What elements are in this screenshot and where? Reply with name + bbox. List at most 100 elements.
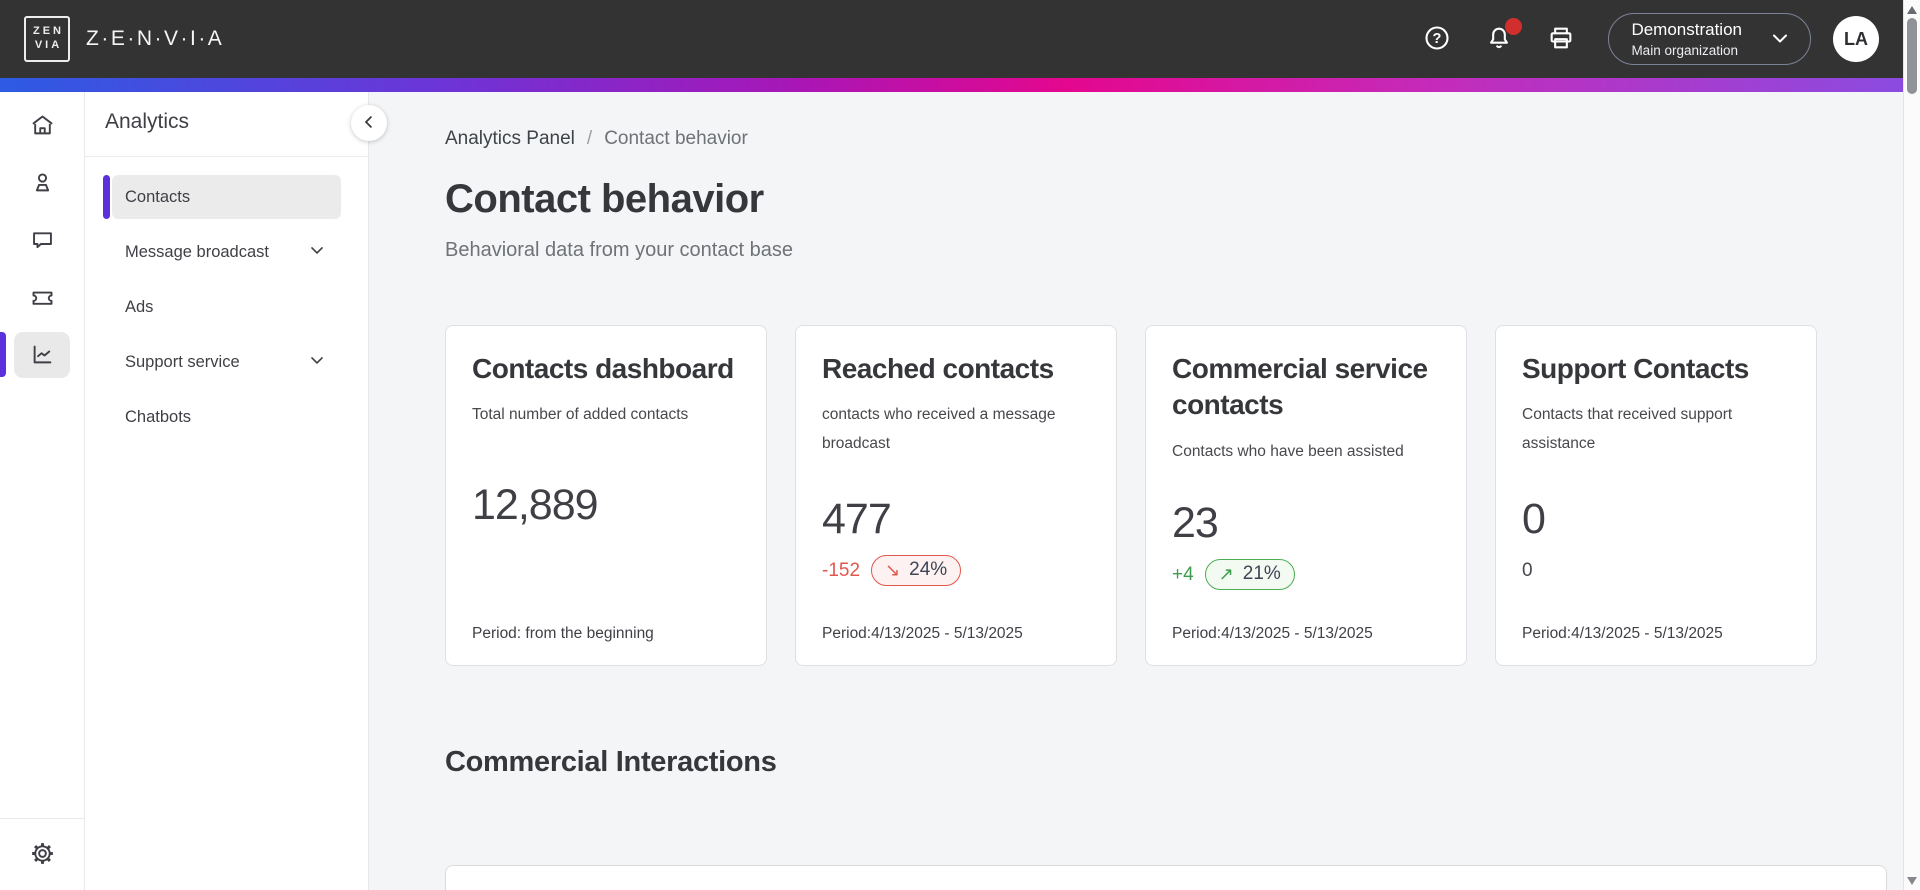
stat-card-support-contacts: Support Contacts Contacts that received … (1495, 325, 1817, 666)
zenvia-wordmark: Z·E·N·V·I·A (86, 27, 225, 50)
card-period: Period:4/13/2025 - 5/13/2025 (822, 624, 1023, 642)
sidebar-item-support-service[interactable]: Support service (112, 340, 341, 384)
rail-item-tickets[interactable] (0, 269, 84, 326)
zenvia-logo-mark: ZEN VIA (24, 16, 70, 62)
zenvia-logo[interactable]: ZEN VIA Z·E·N·V·I·A (24, 16, 224, 62)
card-period: Period: from the beginning (472, 625, 654, 642)
org-switcher[interactable]: Demonstration Main organization (1608, 13, 1811, 65)
card-delta: 0 (1522, 553, 1790, 589)
rail-footer (0, 818, 84, 890)
card-delta: -152 ↘ 24% (822, 553, 1090, 589)
card-period: Period:4/13/2025 - 5/13/2025 (1522, 624, 1723, 642)
chart-icon (14, 331, 70, 378)
card-value: 0 (1522, 494, 1546, 543)
sidebar-item-chatbots[interactable]: Chatbots (112, 395, 341, 439)
sidebar-item-ads[interactable]: Ads (112, 285, 341, 329)
card-value-group: 0 0 (1522, 495, 1790, 589)
sidebar-collapse-button[interactable] (351, 105, 387, 141)
delta-value: +4 (1172, 563, 1194, 585)
chevron-down-icon (307, 240, 327, 265)
stat-card-contacts-dashboard: Contacts dashboard Total number of added… (445, 325, 767, 666)
sidebar-item-label: Support service (125, 352, 240, 371)
notification-badge (1505, 18, 1523, 35)
scrollbar (1903, 0, 1920, 890)
sidebar-divider (85, 156, 368, 157)
card-value-group: 477 -152 ↘ 24% (822, 495, 1090, 589)
page-subtitle: Behavioral data from your contact base (445, 239, 793, 261)
print-button[interactable] (1544, 22, 1578, 56)
help-icon: ? (1423, 24, 1451, 55)
main-content: Analytics Panel / Contact behavior Conta… (369, 92, 1903, 890)
card-title: Reached contacts (822, 353, 1054, 384)
person-icon (29, 169, 56, 199)
help-button[interactable]: ? (1420, 22, 1454, 56)
org-switcher-text: Demonstration Main organization (1631, 20, 1742, 58)
sidebar-title: Analytics (105, 110, 190, 133)
card-delta: +4 ↗ 21% (1172, 557, 1440, 593)
org-name: Demonstration (1631, 20, 1742, 39)
section-title: Commercial Interactions (445, 746, 777, 778)
trend-badge: ↘ 24% (871, 555, 962, 587)
ticket-icon (29, 283, 56, 313)
trend-percent: 21% (1242, 563, 1281, 585)
sidebar-item-message-broadcast[interactable]: Message broadcast (112, 230, 341, 274)
card-value: 477 (822, 494, 892, 543)
scrollbar-down-arrow[interactable] (1907, 877, 1917, 885)
card-description: Contacts who have been assisted (1172, 442, 1404, 460)
topbar: ZEN VIA Z·E·N·V·I·A ? (0, 0, 1903, 78)
chevron-down-icon (1768, 26, 1792, 53)
trend-down-arrow-icon: ↘ (885, 560, 901, 581)
breadcrumb-current: Contact behavior (604, 128, 748, 149)
scrollbar-up-arrow[interactable] (1907, 6, 1917, 14)
card-value: 12,889 (472, 480, 599, 529)
trend-percent: 24% (909, 559, 948, 581)
page-title: Contact behavior (445, 177, 764, 221)
sidebar-item-label: Contacts (125, 187, 191, 206)
card-value: 23 (1172, 498, 1219, 547)
sidebar: Analytics Contacts Message broadcast Ads… (85, 92, 369, 890)
gear-icon (29, 840, 56, 870)
topbar-actions: ? Demonstrat (1392, 13, 1879, 65)
rail-item-settings[interactable] (29, 840, 56, 870)
scrollbar-thumb[interactable] (1907, 18, 1917, 94)
app-shell: Analytics Contacts Message broadcast Ads… (0, 92, 1903, 890)
card-title: Commercial service contacts (1172, 353, 1428, 421)
card-description: Contacts that received support assistanc… (1522, 406, 1733, 453)
avatar[interactable]: LA (1833, 16, 1879, 62)
chat-icon (29, 226, 56, 256)
breadcrumb-separator: / (586, 128, 593, 149)
stat-cards-row: Contacts dashboard Total number of added… (445, 325, 1903, 666)
active-indicator (0, 332, 6, 377)
brand-gradient-bar (0, 78, 1903, 92)
zenvia-logo-line1: ZEN (33, 25, 64, 38)
stat-card-reached-contacts: Reached contacts contacts who received a… (795, 325, 1117, 666)
icon-rail (0, 92, 85, 890)
rail-item-conversations[interactable] (0, 212, 84, 269)
rail-item-home[interactable] (0, 98, 84, 155)
card-description: contacts who received a message broadcas… (822, 406, 1056, 453)
bell-icon (1485, 24, 1513, 55)
chevron-left-icon (360, 113, 378, 134)
chevron-down-icon (307, 350, 327, 375)
sidebar-item-contacts[interactable]: Contacts (103, 175, 341, 219)
svg-text:?: ? (1433, 31, 1442, 47)
sidebar-menu: Contacts Message broadcast Ads Support s… (85, 157, 368, 439)
stat-card-commercial-service-contacts: Commercial service contacts Contacts who… (1145, 325, 1467, 666)
trend-badge: ↗ 21% (1204, 559, 1295, 591)
sidebar-item-label: Chatbots (125, 407, 192, 426)
card-value-group: 12,889 (472, 481, 740, 575)
card-value-group: 23 +4 ↗ 21% (1172, 499, 1440, 593)
printer-icon (1547, 24, 1575, 55)
card-period: Period:4/13/2025 - 5/13/2025 (1172, 624, 1373, 642)
sidebar-item-label: Ads (125, 297, 154, 316)
notifications-button[interactable] (1482, 18, 1523, 56)
delta-value: -152 (822, 559, 861, 581)
home-icon (29, 112, 56, 142)
rail-item-analytics[interactable] (0, 326, 84, 383)
rail-item-contacts[interactable] (0, 155, 84, 212)
breadcrumb-parent-link[interactable]: Analytics Panel (445, 128, 575, 149)
zenvia-logo-line2: VIA (34, 39, 63, 51)
card-title: Contacts dashboard (472, 353, 734, 384)
trend-up-arrow-icon: ↗ (1218, 564, 1234, 585)
delta-value: 0 (1522, 559, 1533, 581)
